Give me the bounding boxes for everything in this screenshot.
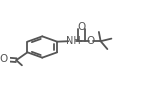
Text: O: O <box>0 54 8 64</box>
Text: O: O <box>77 22 86 32</box>
Text: NH: NH <box>66 36 81 46</box>
Text: O: O <box>87 36 95 46</box>
